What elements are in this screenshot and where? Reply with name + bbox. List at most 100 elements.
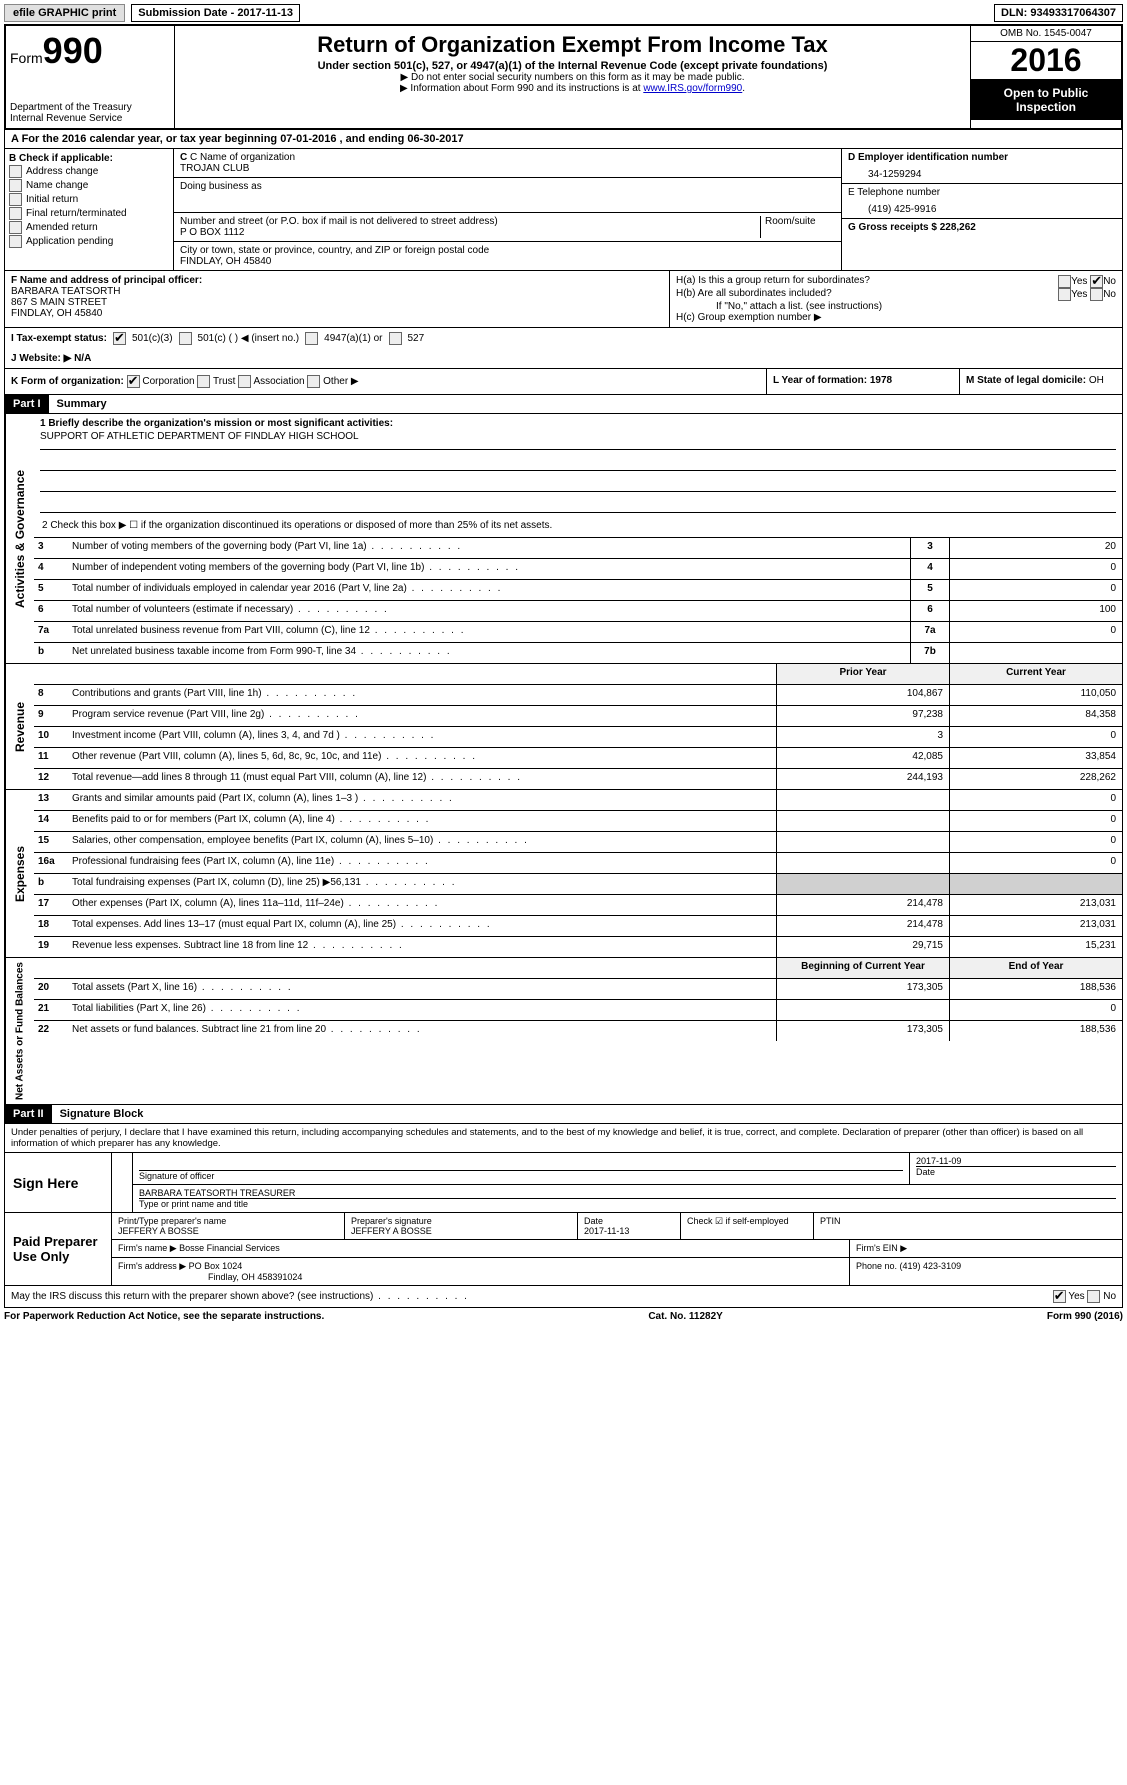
i-opt-3: 527 [408,333,425,344]
row-num: 18 [34,916,68,936]
prior-value: 3 [776,727,949,747]
k-other-checkbox[interactable] [307,375,320,388]
firm-ein: Firm's EIN ▶ [850,1240,1122,1257]
k-corp-checkbox[interactable] [127,375,140,388]
row-desc: Salaries, other compensation, employee b… [68,832,776,852]
k-assoc-checkbox[interactable] [238,375,251,388]
row-desc: Investment income (Part VIII, column (A)… [68,727,776,747]
prior-value: 97,238 [776,706,949,726]
row-num: 17 [34,895,68,915]
cell-grey [776,874,949,894]
prep-date-label: Date [584,1216,674,1226]
b-checkbox-3[interactable] [9,207,22,220]
ha-no-checkbox[interactable] [1090,275,1103,288]
row-value: 20 [949,538,1122,558]
row-desc: Total liabilities (Part X, line 26) [68,1000,776,1020]
row-desc: Total number of volunteers (estimate if … [68,601,910,621]
prior-value: 214,478 [776,916,949,936]
phone-value: (419) 425-9916 [848,198,1116,215]
section-b: B Check if applicable: Address changeNam… [5,149,174,270]
k-opt-3: Other ▶ [323,376,358,387]
prior-value: 244,193 [776,769,949,789]
i-501c3-checkbox[interactable] [113,332,126,345]
hb-no-checkbox[interactable] [1090,288,1103,301]
submission-date-label: Submission Date - 2017-11-13 [131,4,300,22]
b-item-3: Final return/terminated [26,208,127,219]
row-desc: Benefits paid to or for members (Part IX… [68,811,776,831]
row-desc: Number of voting members of the governin… [68,538,910,558]
city-value: FINDLAY, OH 45840 [180,256,835,267]
row-desc: Total fundraising expenses (Part IX, col… [68,874,776,894]
current-value: 0 [949,1000,1122,1020]
firm-name-value: Bosse Financial Services [179,1243,280,1253]
sig-officer-label: Signature of officer [139,1171,903,1181]
i-501c-checkbox[interactable] [179,332,192,345]
row-num: 19 [34,937,68,957]
section-m: M State of legal domicile: OH [960,369,1122,394]
ein-value: 34-1259294 [848,163,1116,180]
current-value: 0 [949,832,1122,852]
sig-date-label: Date [916,1167,1116,1177]
current-value: 0 [949,727,1122,747]
b-checkbox-2[interactable] [9,193,22,206]
row-num: 14 [34,811,68,831]
b-checkbox-0[interactable] [9,165,22,178]
current-value: 0 [949,811,1122,831]
paid-preparer-label: Paid Preparer Use Only [5,1213,112,1285]
efile-print-button[interactable]: efile GRAPHIC print [4,4,125,22]
row-value [949,643,1122,663]
section-h: H(a) Is this a group return for subordin… [670,271,1122,327]
discuss-yes-checkbox[interactable] [1053,1290,1066,1303]
section-c: C C Name of organization TROJAN CLUB Doi… [174,149,842,270]
i-527-checkbox[interactable] [389,332,402,345]
b-checkbox-5[interactable] [9,235,22,248]
gross-receipts: G Gross receipts $ 228,262 [848,222,1116,233]
row-num: b [34,874,68,894]
row-num: 20 [34,979,68,999]
footer-right: Form 990 (2016) [1047,1311,1123,1322]
row-desc: Grants and similar amounts paid (Part IX… [68,790,776,810]
b-checkbox-1[interactable] [9,179,22,192]
form-subtitle: Under section 501(c), 527, or 4947(a)(1)… [179,60,966,72]
mission-blank-1 [40,450,1116,471]
row-num: b [34,643,68,663]
row-desc: Program service revenue (Part VIII, line… [68,706,776,726]
current-value: 228,262 [949,769,1122,789]
b-item-4: Amended return [26,222,98,233]
row-desc: Revenue less expenses. Subtract line 18 … [68,937,776,957]
irs-link[interactable]: www.IRS.gov/form990 [643,83,742,94]
current-year-header: Current Year [949,664,1122,684]
part2-title: Signature Block [52,1105,152,1123]
discuss-no-checkbox[interactable] [1087,1290,1100,1303]
row-value: 0 [949,580,1122,600]
current-value: 15,231 [949,937,1122,957]
hc-label: H(c) Group exemption number ▶ [676,312,1116,323]
prior-value: 214,478 [776,895,949,915]
sig-date-value: 2017-11-09 [916,1156,1116,1167]
i-opt-0: 501(c)(3) [132,333,173,344]
prior-value [776,853,949,873]
form-number: 990 [43,30,103,71]
officer-name-value: BARBARA TEATSORTH TREASURER [139,1188,1116,1199]
b-checkbox-4[interactable] [9,221,22,234]
dln-label: DLN: 93493317064307 [994,4,1123,22]
row-num: 6 [34,601,68,621]
section-i-label: I Tax-exempt status: [11,333,107,344]
k-trust-checkbox[interactable] [197,375,210,388]
mission-text: SUPPORT OF ATHLETIC DEPARTMENT OF FINDLA… [40,429,1116,450]
row-num: 9 [34,706,68,726]
row-value: 0 [949,622,1122,642]
prep-date-value: 2017-11-13 [584,1226,674,1236]
ha-yes-checkbox[interactable] [1058,275,1071,288]
row-desc: Professional fundraising fees (Part IX, … [68,853,776,873]
officer-street: 867 S MAIN STREET [11,297,663,308]
section-b-label: B Check if applicable: [9,153,169,164]
city-label: City or town, state or province, country… [180,245,835,256]
side-label-net: Net Assets or Fund Balances [5,958,34,1104]
hb-yes-checkbox[interactable] [1058,288,1071,301]
section-f: F Name and address of principal officer:… [5,271,670,327]
prior-value: 42,085 [776,748,949,768]
part1-header: Part I [5,395,49,413]
ha-label: H(a) Is this a group return for subordin… [676,275,870,288]
i-4947-checkbox[interactable] [305,332,318,345]
